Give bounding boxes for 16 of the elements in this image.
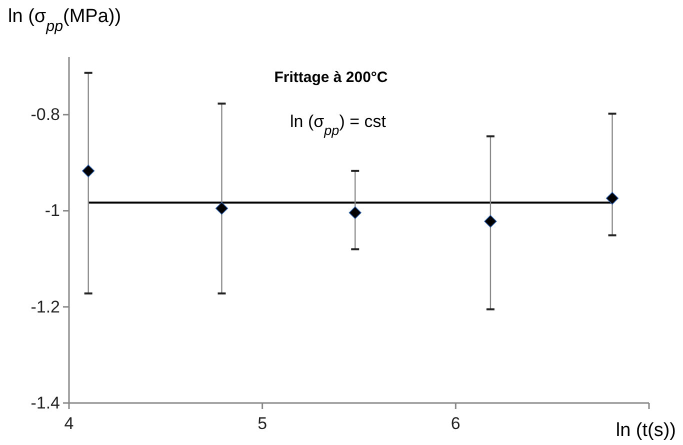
point	[82, 164, 95, 178]
y-tick-label: -1.4	[30, 393, 60, 412]
x-tick-label: 6	[450, 414, 460, 433]
y-axis-title: ln (σ$_{pp}$(MPa))	[8, 6, 122, 34]
point	[215, 202, 228, 215]
y-tick-label: -1.2	[30, 297, 60, 316]
point	[484, 215, 497, 228]
x-tick-label: 5	[258, 414, 268, 433]
x-tick-label: 4	[64, 414, 74, 433]
point	[348, 206, 362, 219]
point	[606, 192, 619, 205]
text: Frittage à 200°C	[274, 69, 388, 86]
annotation: ln (σ$_{pp}$) = cst	[290, 112, 386, 138]
y-tick-label: -0.8	[30, 105, 60, 124]
y-tick-label: -1	[44, 201, 60, 220]
x-axis-title: ln (t(s))	[616, 420, 676, 441]
